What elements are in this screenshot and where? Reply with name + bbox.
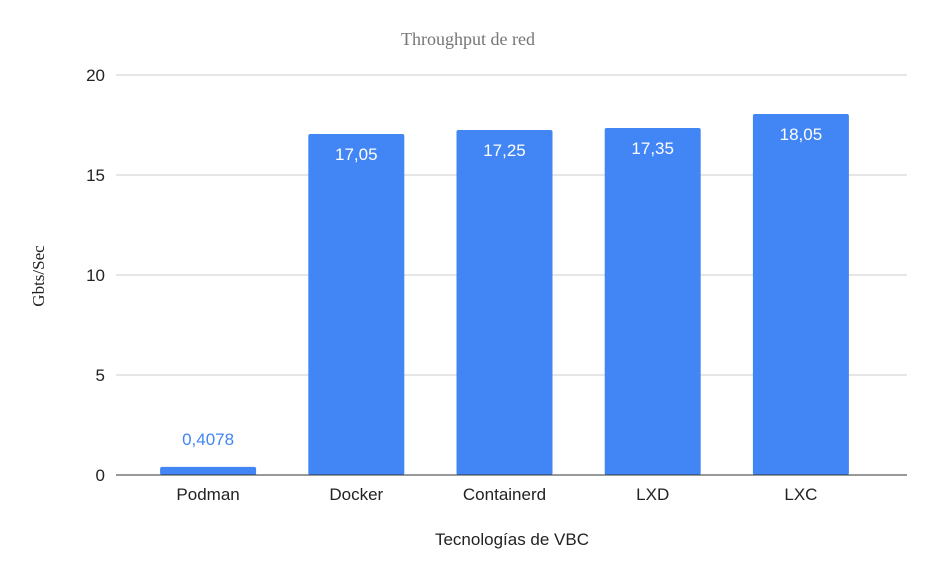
data-labels: 0,4078 17,05 17,25 17,35 18,05 xyxy=(182,125,822,449)
bar-podman xyxy=(160,466,257,475)
data-label-podman: 0,4078 xyxy=(182,430,234,449)
x-tick-label: LXD xyxy=(636,485,669,504)
y-axis-ticks: 0 5 10 15 20 xyxy=(86,66,105,485)
y-tick-label: 0 xyxy=(96,466,105,485)
x-tick-label: Podman xyxy=(176,485,239,504)
x-axis-ticks: Podman Docker Containerd LXD LXC xyxy=(176,485,817,504)
bar-containerd xyxy=(456,130,553,475)
data-label-lxc: 18,05 xyxy=(780,125,823,144)
x-tick-label: Containerd xyxy=(463,485,546,504)
bars xyxy=(160,114,849,475)
data-label-docker: 17,05 xyxy=(335,145,378,164)
y-axis-label: Gbts/Sec xyxy=(29,245,48,307)
y-tick-label: 5 xyxy=(96,366,105,385)
data-label-lxd: 17,35 xyxy=(631,139,674,158)
bar-lxd xyxy=(604,128,701,475)
x-tick-label: Docker xyxy=(329,485,383,504)
y-tick-label: 10 xyxy=(86,266,105,285)
x-axis-label: Tecnologías de VBC xyxy=(435,530,589,549)
x-tick-label: LXC xyxy=(784,485,817,504)
y-tick-label: 20 xyxy=(86,66,105,85)
y-tick-label: 15 xyxy=(86,166,105,185)
data-label-containerd: 17,25 xyxy=(483,141,526,160)
bar-lxc xyxy=(752,114,849,475)
bar-docker xyxy=(308,134,405,475)
chart-title: Throughput de red xyxy=(401,29,535,49)
